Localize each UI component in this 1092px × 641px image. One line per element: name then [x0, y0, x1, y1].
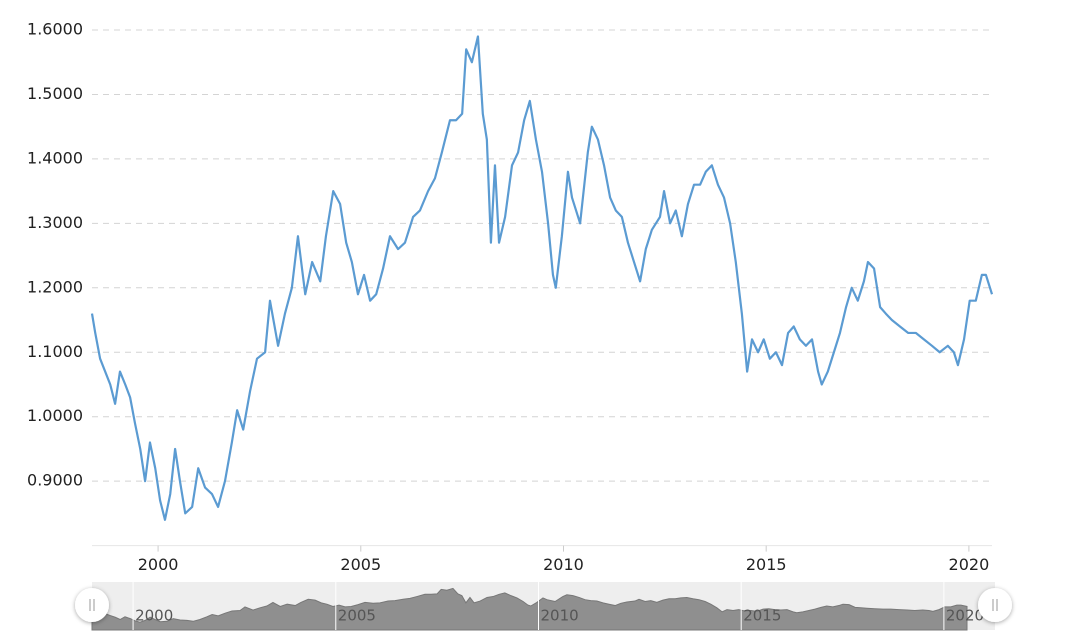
navigator-handle[interactable] [978, 588, 1012, 622]
navigator: 2000 2005 2010 2015 2020 [75, 582, 1012, 631]
navigator-label: 2015 [743, 607, 781, 625]
y-tick-label: 1.4000 [27, 148, 83, 167]
x-tick-label: 2010 [543, 555, 584, 574]
x-tick-label: 2020 [949, 555, 990, 574]
y-tick-label: 1.3000 [27, 213, 83, 232]
plot [90, 35, 994, 521]
y-tick-label: 1.6000 [27, 20, 83, 39]
navigator-label: 2005 [338, 607, 376, 625]
y-tick-label: 1.2000 [27, 277, 83, 296]
handle-circle[interactable] [978, 588, 1012, 622]
navigator-area [91, 587, 968, 631]
x-tick-label: 2000 [138, 555, 179, 574]
y-tick-label: 0.9000 [27, 471, 83, 490]
navigator-label: 2010 [540, 607, 578, 625]
x-tick-label: 2005 [340, 555, 381, 574]
y-tick-label: 1.5000 [27, 84, 83, 103]
grid [92, 29, 992, 482]
navigator-handle[interactable] [75, 588, 109, 622]
x-tick-label: 2015 [746, 555, 787, 574]
navigator-label: 2000 [135, 607, 173, 625]
handle-circle[interactable] [75, 588, 109, 622]
y-tick-label: 1.0000 [27, 406, 83, 425]
price-line [90, 35, 994, 521]
navigator-label: 2020 [946, 607, 984, 625]
y-tick-label: 1.1000 [27, 342, 83, 361]
